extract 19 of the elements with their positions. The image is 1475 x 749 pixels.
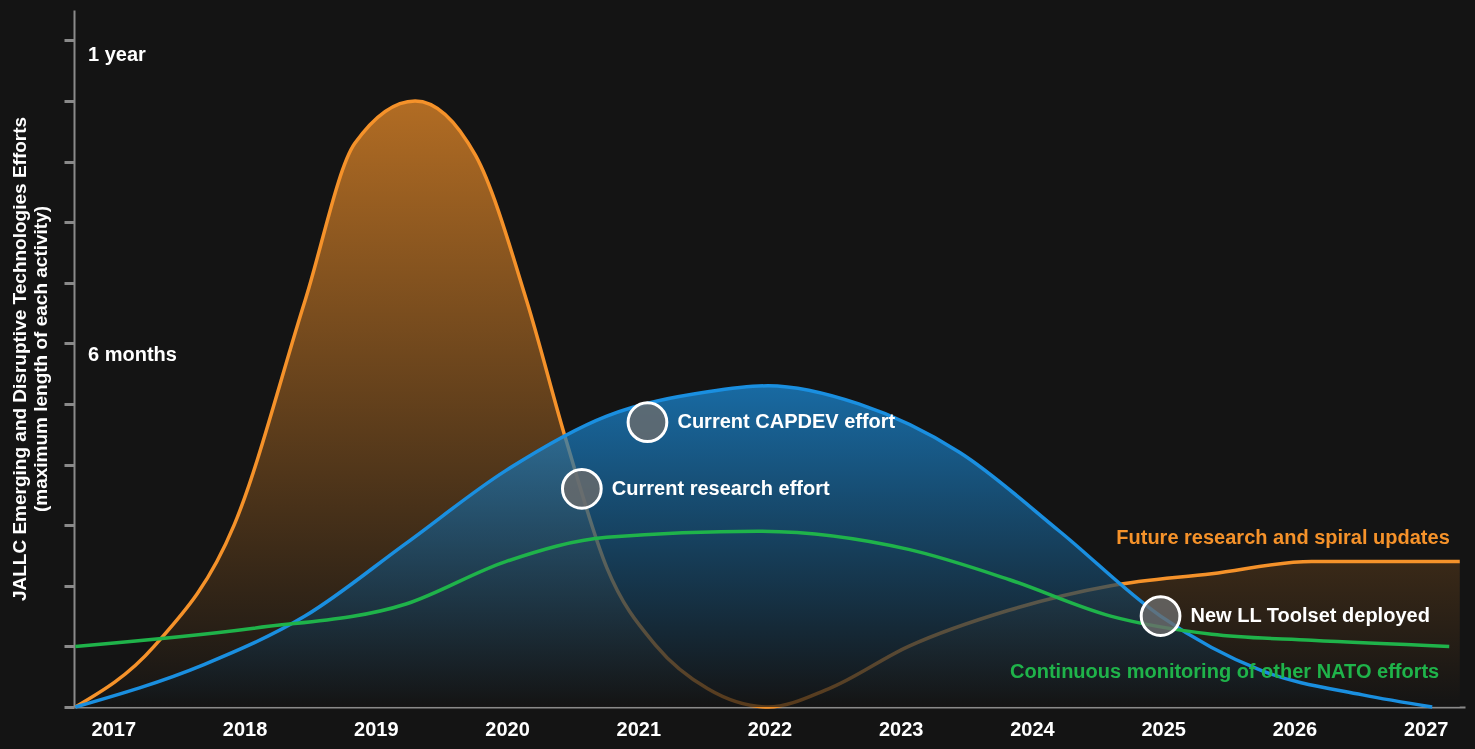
series-label: Future research and spiral updates	[1116, 525, 1450, 548]
text: 1 year	[88, 43, 147, 65]
series-label: Continuous monitoring of other NATO efforts	[1010, 660, 1440, 683]
annotation: New LL Toolset deployed	[1190, 604, 1430, 627]
annotation: Current research effort	[611, 476, 831, 499]
x-tick-label: 2025	[1141, 717, 1186, 740]
x-tick-label: 2017	[91, 717, 137, 740]
x-tick-label: 2023	[878, 717, 924, 740]
x-tick-label: 2020	[485, 717, 530, 740]
x-tick-label: 2021	[616, 717, 662, 740]
x-tick-label: 2026	[1272, 717, 1318, 740]
annotation: Current CAPDEV effort	[677, 410, 896, 433]
x-tick-label: 2018	[222, 717, 268, 740]
y-axis-title: JALLC Emerging and Disruptive Technologies Efforts (maximum length of each activity)	[9, 116, 51, 602]
x-tick-label: 2027	[1403, 717, 1449, 740]
annotation: 6 months	[88, 343, 177, 365]
x-tick-label: 2024	[1010, 717, 1056, 740]
x-tick-label: 2022	[747, 717, 793, 740]
x-tick-label: 2019	[354, 717, 399, 740]
